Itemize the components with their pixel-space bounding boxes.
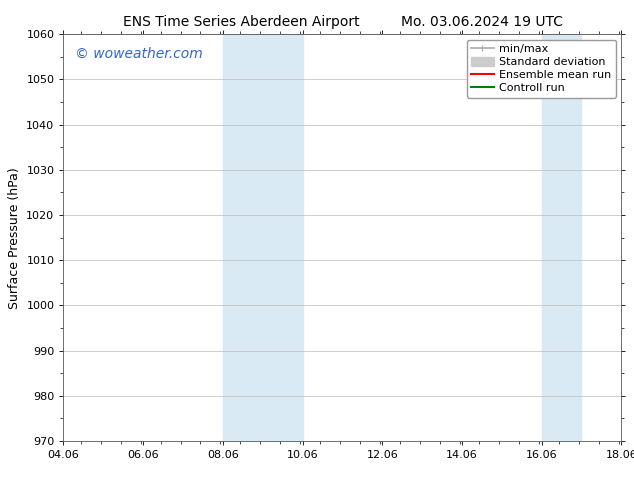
Bar — [541, 34, 581, 441]
Legend: min/max, Standard deviation, Ensemble mean run, Controll run: min/max, Standard deviation, Ensemble me… — [467, 40, 616, 98]
Bar — [223, 34, 302, 441]
Y-axis label: Surface Pressure (hPa): Surface Pressure (hPa) — [8, 167, 21, 309]
Text: ENS Time Series Aberdeen Airport: ENS Time Series Aberdeen Airport — [122, 15, 359, 29]
Text: © woweather.com: © woweather.com — [75, 47, 202, 60]
Text: Mo. 03.06.2024 19 UTC: Mo. 03.06.2024 19 UTC — [401, 15, 563, 29]
